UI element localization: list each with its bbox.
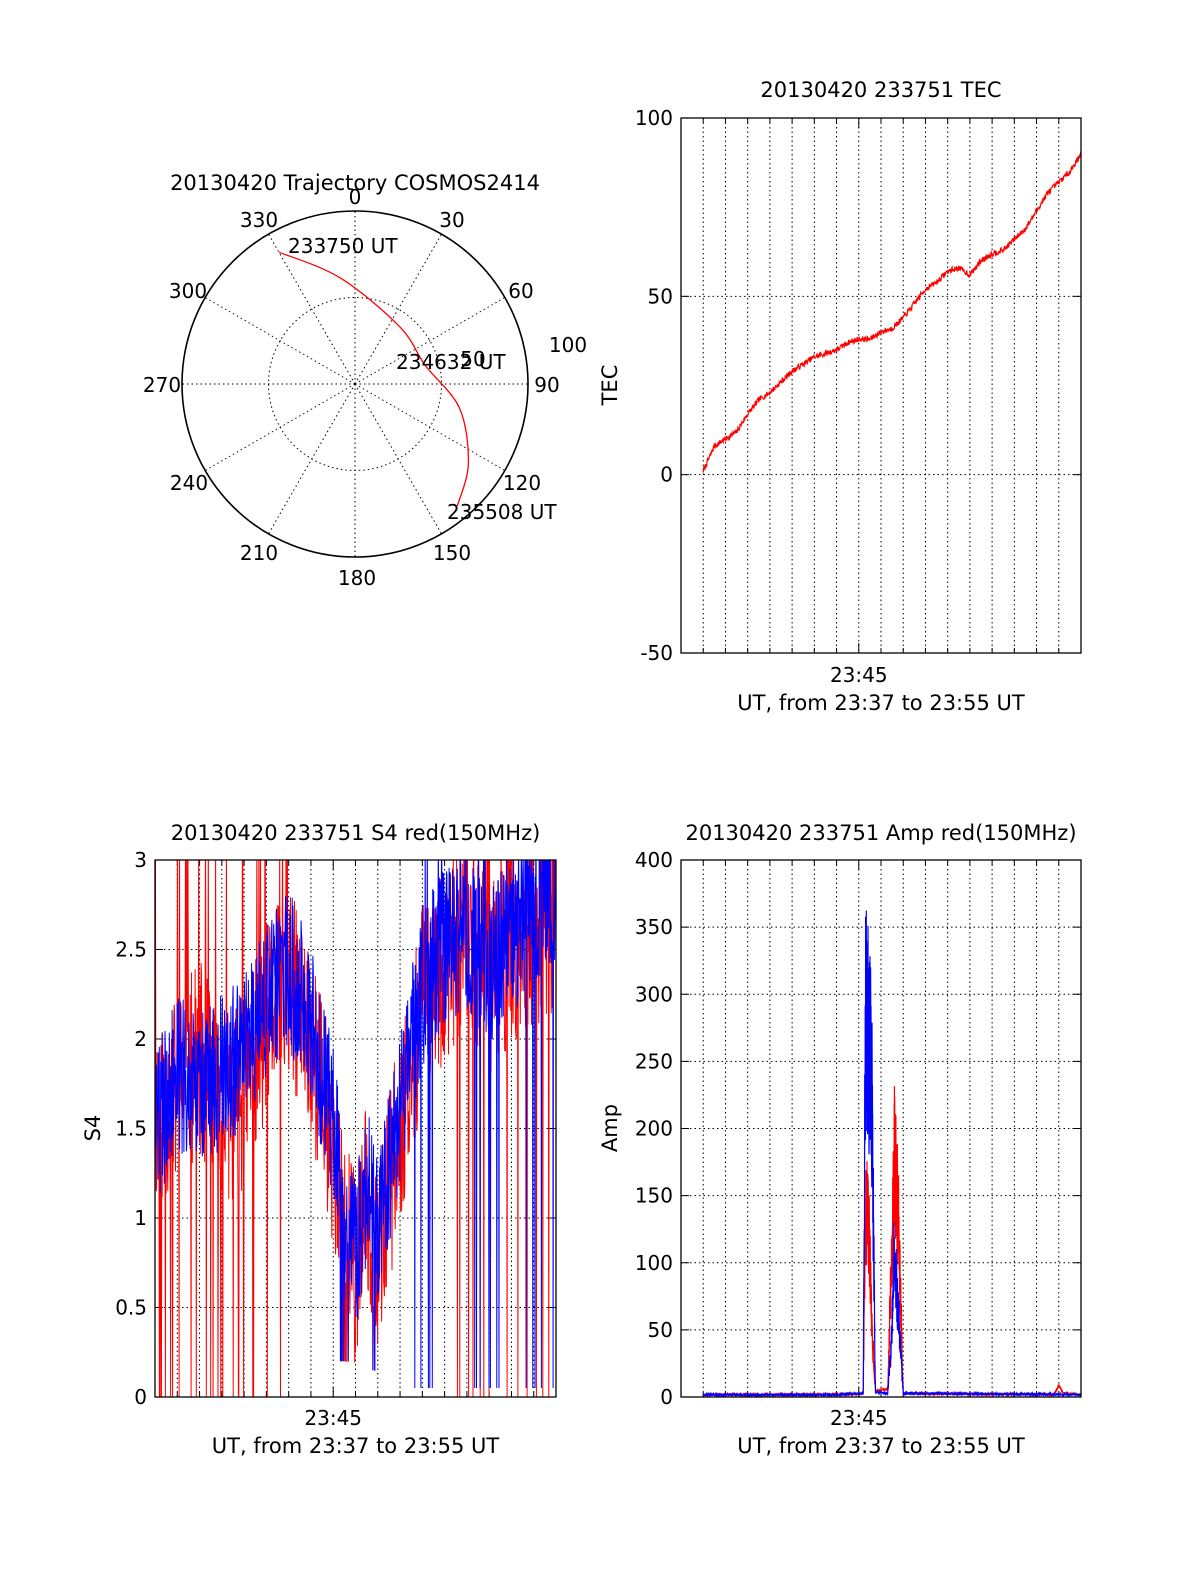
chart-panel-2 — [154, 859, 557, 1398]
y-tick-label: 0.5 — [115, 1296, 147, 1320]
y-tick-label: 100 — [635, 1251, 673, 1275]
y-tick-label: 0 — [660, 463, 673, 487]
polar-angle-label: 180 — [338, 566, 376, 590]
polar-spoke — [204, 297, 356, 385]
x-axis-label: UT, from 23:37 to 23:55 UT — [212, 1434, 500, 1458]
x-tick-label: 23:45 — [830, 663, 888, 687]
x-tick-label: 23:45 — [830, 1406, 888, 1430]
y-tick-label: 300 — [635, 982, 673, 1006]
polar-angle-label: 240 — [170, 471, 208, 495]
y-axis-label: S4 — [81, 1115, 105, 1142]
y-tick-label: 50 — [648, 284, 673, 308]
y-tick-label: 0 — [660, 1385, 673, 1409]
y-axis-label: Amp — [598, 1104, 622, 1152]
chart-panel-3 — [680, 859, 1082, 1398]
x-axis-label: UT, from 23:37 to 23:55 UT — [737, 1434, 1025, 1458]
trajectory-annotation: 235508 UT — [447, 500, 557, 524]
y-axis-label: TEC — [598, 365, 622, 407]
polar-radial-label: 100 — [549, 333, 587, 357]
polar-angle-label: 300 — [169, 279, 207, 303]
x-axis-label: UT, from 23:37 to 23:55 UT — [737, 691, 1025, 715]
y-tick-label: 1 — [134, 1206, 147, 1230]
polar-angle-label: 0 — [349, 185, 362, 209]
polar-plot — [181, 210, 529, 558]
chart-title: 20130420 233751 Amp red(150MHz) — [685, 821, 1076, 845]
y-tick-label: 150 — [635, 1184, 673, 1208]
polar-spoke — [354, 233, 442, 385]
y-tick-label: 2.5 — [115, 938, 147, 962]
amp-series-blue — [702, 910, 1081, 1397]
y-tick-label: 100 — [635, 106, 673, 130]
y-tick-label: 50 — [648, 1318, 673, 1342]
y-tick-label: 400 — [635, 848, 673, 872]
polar-spoke — [268, 383, 356, 535]
y-tick-label: 3 — [134, 848, 147, 872]
polar-angle-label: 90 — [534, 373, 559, 397]
trajectory-annotation: 233750 UT — [288, 234, 398, 258]
polar-angle-label: 30 — [439, 208, 464, 232]
plot-frame — [680, 117, 1082, 654]
polar-spoke — [354, 383, 506, 471]
polar-radial-label: 50 — [460, 347, 485, 371]
polar-angle-label: 60 — [508, 279, 533, 303]
polar-angle-label: 330 — [240, 208, 278, 232]
trajectory-annotation: 234632 UT — [396, 350, 506, 374]
data-layer — [155, 860, 556, 1397]
chart-panel-1 — [680, 117, 1082, 654]
polar-outer-circle — [181, 210, 529, 558]
polar-spoke — [354, 383, 442, 535]
polar-angle-label: 150 — [433, 541, 471, 565]
y-tick-label: 1.5 — [115, 1117, 147, 1141]
y-tick-label: 200 — [635, 1117, 673, 1141]
amp-series-red — [702, 1086, 1081, 1397]
plot-frame — [154, 859, 557, 1398]
trajectory-line — [278, 251, 470, 507]
chart-title: 20130420 233751 S4 red(150MHz) — [171, 821, 541, 845]
polar-spoke — [268, 233, 356, 385]
data-layer — [702, 910, 1081, 1397]
y-tick-label: 2 — [134, 1027, 147, 1051]
data-layer — [702, 151, 1081, 473]
polar-angle-label: 270 — [143, 373, 181, 397]
polar-spoke — [204, 383, 356, 471]
plot-frame — [680, 859, 1082, 1398]
y-tick-label: 0 — [134, 1385, 147, 1409]
y-tick-label: -50 — [640, 641, 673, 665]
polar-title: 20130420 Trajectory COSMOS2414 — [170, 171, 540, 195]
polar-angle-label: 120 — [503, 471, 541, 495]
chart-title: 20130420 233751 TEC — [760, 78, 1001, 102]
s4-series-blue — [155, 860, 556, 1389]
x-tick-label: 23:45 — [304, 1406, 362, 1430]
polar-spoke — [354, 297, 506, 385]
y-tick-label: 350 — [635, 915, 673, 939]
y-tick-label: 250 — [635, 1049, 673, 1073]
tec-series-line — [702, 151, 1081, 473]
polar-angle-label: 210 — [240, 541, 278, 565]
